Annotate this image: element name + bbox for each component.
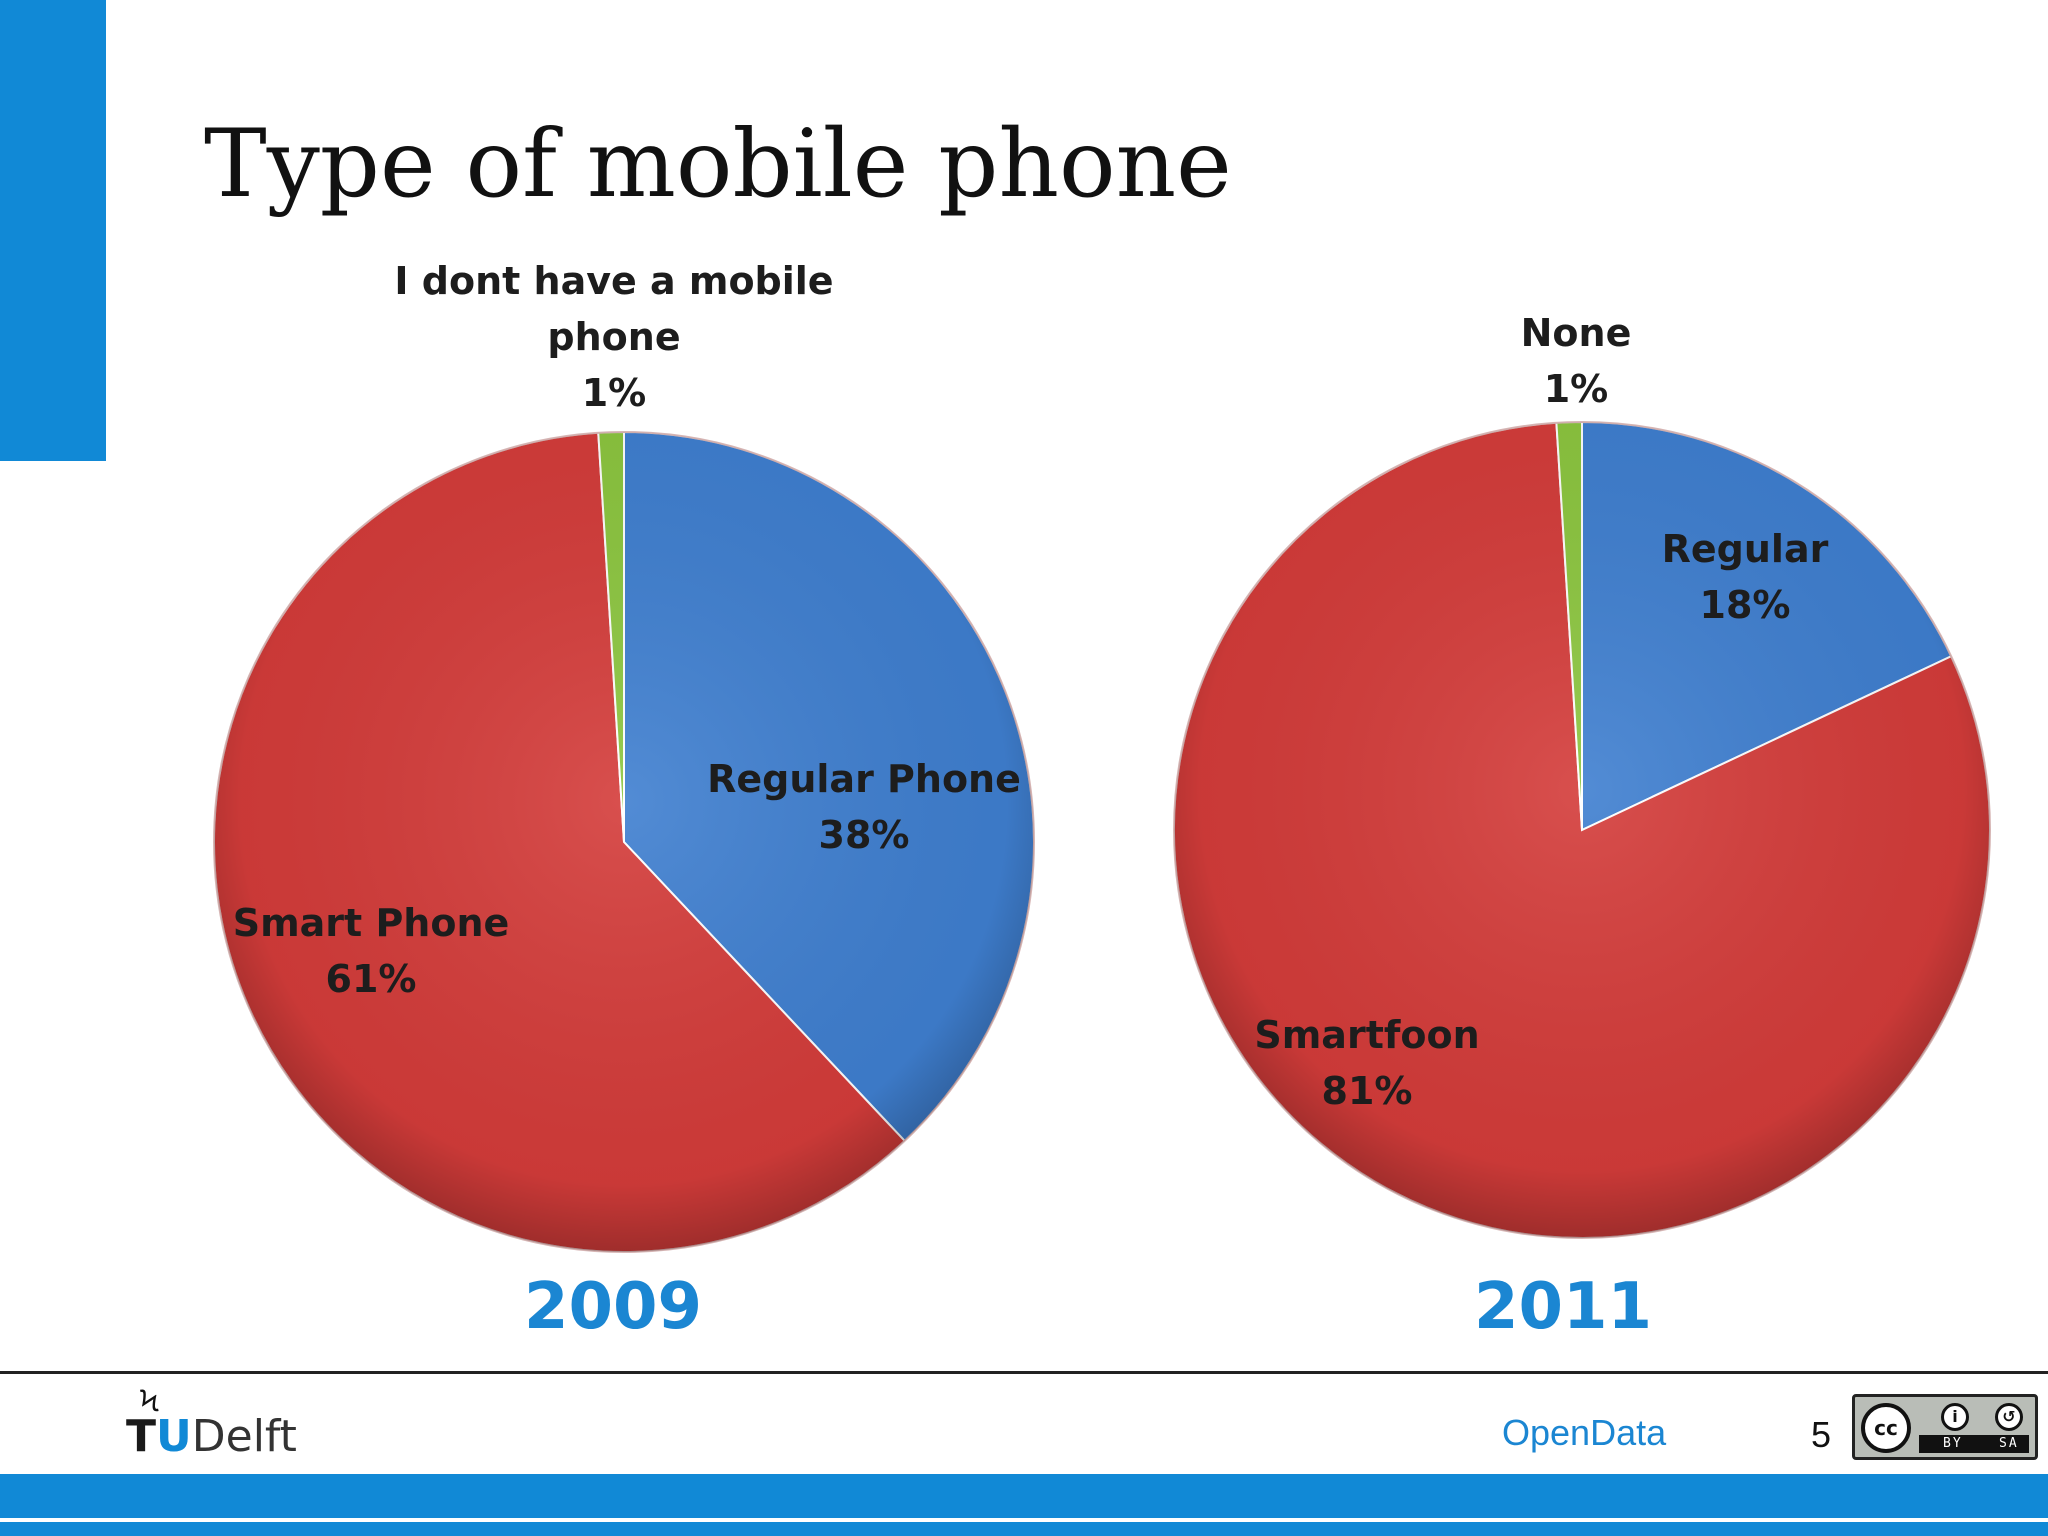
pie-2011-label-0: Regular 18% xyxy=(1662,527,1829,627)
pie-2009-label-2: I dont have a mobile phone 1% xyxy=(394,259,833,415)
pie-2009-label-0: Regular Phone 38% xyxy=(707,757,1021,857)
pie-2011-label-1: Smartfoon 81% xyxy=(1254,1013,1479,1113)
cc-icon: cc xyxy=(1861,1403,1911,1453)
footer-band xyxy=(0,1474,2048,1518)
cc-strip: BY SA xyxy=(1919,1435,2029,1453)
slide-title: Type of mobile phone xyxy=(204,110,1232,219)
pie-2009-year-label: 2009 xyxy=(524,1270,702,1344)
pie-2009-shading xyxy=(213,431,1035,1253)
pie-2011-year-label: 2011 xyxy=(1474,1270,1652,1344)
tudelft-logo: Ϟ TUDelft xyxy=(126,1385,336,1465)
accent-bar xyxy=(0,0,106,461)
footer-band-bottom xyxy=(0,1522,2048,1536)
footer-opendata: OpenData xyxy=(1502,1412,1667,1453)
footer-divider xyxy=(0,1371,2048,1374)
attribution-icon: i xyxy=(1941,1403,1969,1431)
flame-icon: Ϟ xyxy=(140,1385,159,1418)
pie-2009-label-1: Smart Phone 61% xyxy=(233,901,510,1001)
pie-2011-shading xyxy=(1173,421,1991,1239)
pie-2011-label-2: None 1% xyxy=(1521,311,1632,411)
share-alike-icon: ↺ xyxy=(1995,1403,2023,1431)
cc-sa-text: SA xyxy=(1999,1436,2019,1451)
cc-license-badge[interactable]: cc i ↺ BY SA xyxy=(1852,1394,2038,1460)
logo-text: TUDelft xyxy=(126,1411,297,1462)
cc-by-text: BY xyxy=(1943,1436,1963,1451)
page-number: 5 xyxy=(1811,1414,1832,1455)
